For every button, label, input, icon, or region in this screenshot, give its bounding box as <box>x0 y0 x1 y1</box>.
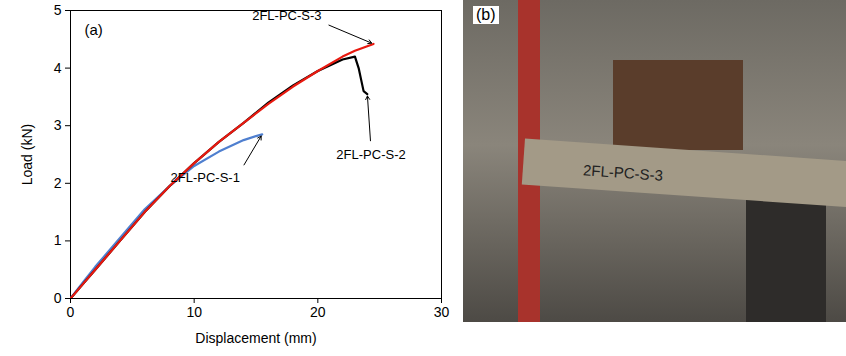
svg-text:3: 3 <box>54 117 62 133</box>
svg-text:0: 0 <box>54 290 62 306</box>
svg-text:5: 5 <box>54 2 62 18</box>
svg-text:2FL-PC-S-1: 2FL-PC-S-1 <box>171 170 240 185</box>
html-text:2FL-PC-S-3: 2FL-PC-S-3 <box>582 161 664 184</box>
svg-text:1: 1 <box>54 232 62 248</box>
svg-text:10: 10 <box>186 304 202 320</box>
svg-text:2FL-PC-S-2: 2FL-PC-S-2 <box>336 147 405 162</box>
svg-text:4: 4 <box>54 60 62 76</box>
svg-text:(a): (a) <box>85 21 103 38</box>
svg-text:30: 30 <box>434 304 450 320</box>
svg-text:Load (kN): Load (kN) <box>19 124 35 185</box>
svg-text:0: 0 <box>67 304 75 320</box>
svg-text:Displacement (mm): Displacement (mm) <box>195 330 316 346</box>
svg-text:2FL-PC-S-3: 2FL-PC-S-3 <box>252 8 321 23</box>
svg-text:2: 2 <box>54 175 62 191</box>
html-text:(b): (b) <box>476 6 496 23</box>
svg-text:20: 20 <box>310 304 326 320</box>
